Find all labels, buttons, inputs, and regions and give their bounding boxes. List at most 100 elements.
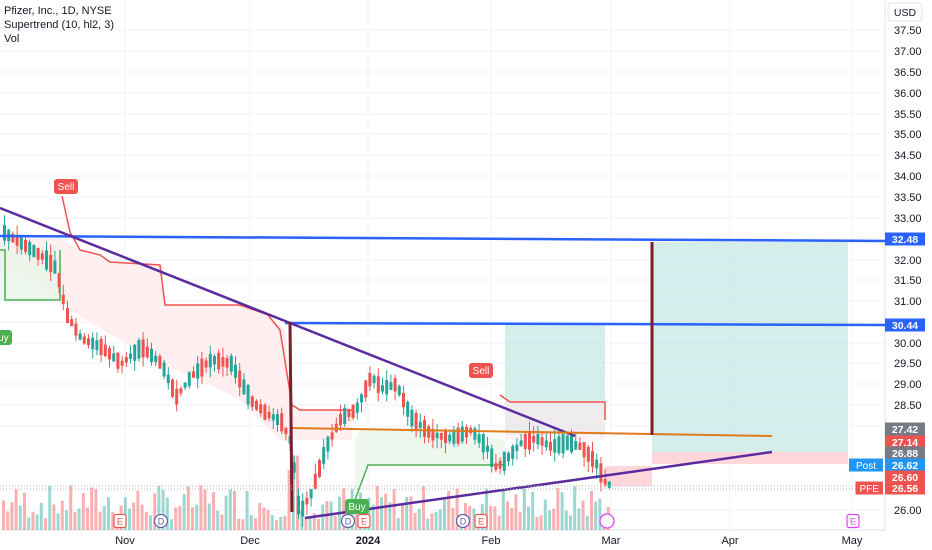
- price-tick-label: 31.00: [894, 296, 922, 308]
- volume-bar: [531, 491, 535, 530]
- candle-body: [40, 253, 44, 260]
- volume-bar: [153, 493, 157, 530]
- candle-body: [129, 353, 132, 359]
- volume-bar: [535, 516, 539, 530]
- event-marker-earnings: E: [113, 513, 127, 529]
- volume-bar: [132, 502, 136, 530]
- supertrend-down-fill: [0, 238, 352, 440]
- candle-body: [549, 441, 552, 451]
- candle-body: [99, 338, 103, 356]
- target-zone-right: [652, 242, 848, 452]
- volume-bar: [401, 503, 404, 530]
- candle-body: [452, 431, 456, 444]
- candle-body: [561, 433, 565, 454]
- legend-indicator[interactable]: Supertrend (10, hl2, 3): [4, 19, 115, 31]
- candle-body: [553, 439, 557, 453]
- volume-bar: [56, 513, 60, 530]
- volume-bar: [422, 486, 425, 530]
- ascending-trendline: [304, 450, 773, 520]
- candle-body: [284, 428, 288, 434]
- volume-bar: [342, 488, 346, 530]
- volume-bar: [430, 513, 434, 530]
- candle-body: [292, 462, 296, 473]
- resistance-line-lower: [284, 321, 886, 327]
- event-marker-dividend: D: [340, 513, 356, 529]
- volume-bar: [291, 455, 295, 530]
- candle-body: [208, 353, 212, 368]
- price-tick-label: 34.00: [894, 171, 922, 183]
- candle-body: [297, 496, 300, 515]
- legend-volume[interactable]: Vol: [4, 33, 20, 45]
- volume-bar: [254, 518, 257, 530]
- candle-body: [28, 241, 32, 256]
- candle-body: [124, 357, 128, 363]
- volume-bar: [451, 507, 455, 530]
- candle-body: [502, 451, 506, 471]
- legend-symbol[interactable]: Pfizer, Inc., 1D, NYSE: [4, 5, 112, 17]
- candle-body: [305, 497, 309, 505]
- candle-body: [229, 355, 233, 372]
- price-tick-label: 33.00: [894, 213, 922, 225]
- supertrend-up-line: [354, 464, 505, 501]
- volume-bar: [384, 493, 388, 530]
- candle-body: [183, 382, 187, 388]
- volume-bar: [548, 510, 551, 530]
- candle-body: [280, 413, 284, 432]
- price-tick-label: 35.00: [894, 129, 922, 141]
- candle-body: [45, 250, 48, 270]
- candle-body: [250, 396, 254, 408]
- candle-body: [271, 414, 275, 421]
- volume-bar: [594, 501, 598, 530]
- event-circle: [340, 513, 356, 529]
- candle-body: [204, 360, 208, 368]
- price-tick-label: 29.50: [894, 358, 922, 370]
- volume-bar: [569, 515, 572, 530]
- volume-bar: [367, 497, 371, 530]
- price-label-value: 30.44: [892, 320, 918, 332]
- event-box: [113, 513, 127, 529]
- price-label-tag: Post: [856, 461, 876, 472]
- volume-bar: [237, 518, 241, 530]
- volume-bar: [497, 515, 501, 530]
- event-marker-dividend: D: [153, 513, 169, 529]
- event-text: E: [117, 517, 123, 527]
- volume-bar: [270, 515, 274, 530]
- volume-bar: [413, 512, 417, 530]
- candle-body: [82, 336, 86, 344]
- candle-body: [574, 440, 578, 450]
- volume-bar: [195, 504, 199, 530]
- measure-line-left: [288, 321, 294, 513]
- volume-bar: [388, 502, 392, 530]
- price-tick-label: 26.00: [894, 505, 922, 517]
- volume-bar: [501, 490, 505, 530]
- volume-bar: [581, 500, 585, 530]
- volume-bar: [577, 508, 581, 530]
- event-text: E: [478, 517, 484, 527]
- signal-text: Buy: [0, 333, 9, 344]
- price-label-box: [885, 481, 925, 495]
- candle-body: [389, 382, 393, 390]
- candle-body: [95, 340, 99, 351]
- candle-body: [494, 463, 498, 470]
- event-box: [846, 513, 860, 529]
- time-tick-label: 2024: [356, 535, 381, 547]
- supertrend-signal-buy: Buy: [345, 499, 369, 514]
- price-label-tag-box: [849, 458, 883, 472]
- volume-bar: [140, 504, 144, 530]
- candle-body: [313, 473, 317, 489]
- volume-bar: [149, 515, 152, 530]
- candle-body: [515, 444, 519, 451]
- currency-button[interactable]: USD: [887, 2, 923, 22]
- candle-body: [393, 378, 397, 392]
- candle-body: [439, 432, 443, 440]
- candle-body: [364, 380, 368, 398]
- price-label-value: 32.48: [892, 234, 918, 246]
- volume-bar: [426, 518, 430, 530]
- price-label: Post 26.62: [849, 458, 925, 472]
- price-tick-label: 37.50: [894, 25, 922, 37]
- volume-bar: [207, 503, 211, 530]
- candle-body: [154, 355, 158, 363]
- candle-body: [3, 224, 6, 241]
